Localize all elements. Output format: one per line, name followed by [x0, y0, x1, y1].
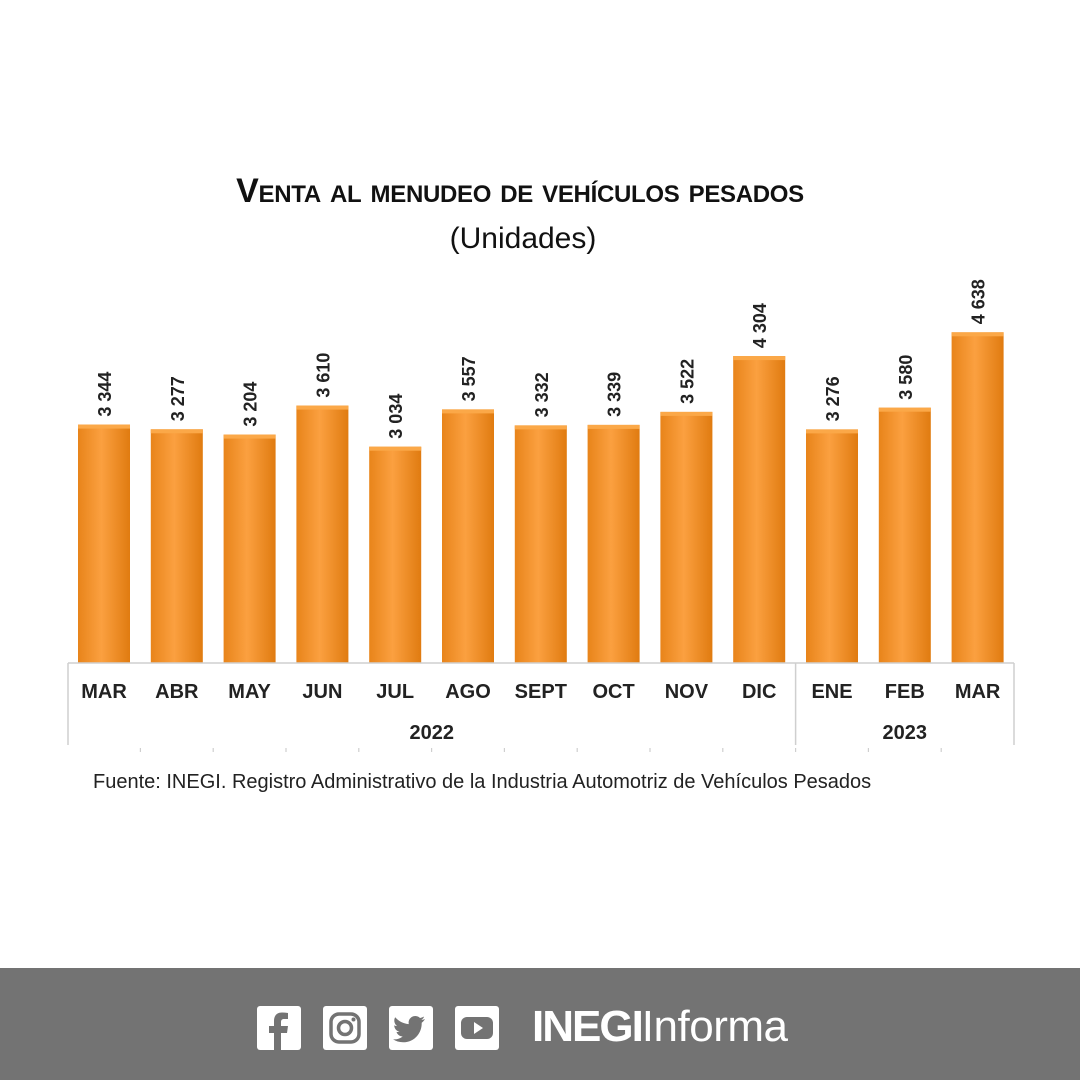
- data-label: 3 204: [241, 382, 261, 427]
- brand-bold-text: INEGI: [532, 1002, 644, 1051]
- category-axis: MAR ABR MAY JUN JUL AGO SEPT OCT NOV DIC ENE FEB MAR…: [67, 662, 1015, 752]
- twitter-icon[interactable]: [389, 1006, 433, 1050]
- category-label: OCT: [592, 681, 634, 703]
- category-label: SEPT: [515, 681, 567, 703]
- bar: [951, 332, 1004, 663]
- bar-cap: [951, 332, 1004, 337]
- bar: [150, 429, 203, 663]
- inegi-informa-logo: INEGIInforma: [532, 1002, 788, 1052]
- category-label: JUN: [302, 681, 342, 703]
- chart-subtitle: (Unidades): [449, 222, 597, 255]
- category-label: DIC: [742, 681, 776, 703]
- instagram-icon[interactable]: [323, 1006, 367, 1050]
- bar: [78, 424, 130, 663]
- facebook-icon[interactable]: [257, 1006, 301, 1050]
- group-label: 2022: [410, 722, 455, 744]
- data-label: 3 580: [896, 355, 916, 400]
- bars-group: [78, 332, 1004, 663]
- bar: [514, 425, 567, 663]
- bar: [296, 405, 349, 663]
- category-label: MAR: [955, 681, 1001, 703]
- category-label: MAY: [228, 681, 271, 703]
- data-label: 3 332: [532, 372, 552, 417]
- bar: [442, 409, 494, 663]
- bar: [223, 434, 276, 663]
- youtube-icon[interactable]: [455, 1006, 499, 1050]
- footer-bar: INEGIInforma: [0, 968, 1080, 1080]
- data-label: 3 610: [313, 353, 333, 398]
- data-label: 4 638: [969, 279, 989, 324]
- bar: [369, 446, 422, 663]
- bar: [733, 356, 786, 663]
- bar: [878, 407, 931, 663]
- data-label: 3 557: [459, 356, 479, 401]
- bar: [806, 429, 858, 663]
- chart-title: Venta al menudeo de vehículos pesados: [0, 172, 1040, 211]
- category-label: NOV: [665, 681, 709, 703]
- data-label: 3 277: [168, 376, 188, 421]
- bar-cap: [296, 405, 349, 410]
- bar-cap: [733, 356, 786, 361]
- group-label: 2023: [883, 722, 928, 744]
- bar-cap: [442, 409, 494, 414]
- bar-cap: [369, 446, 422, 451]
- bar-cap: [806, 429, 858, 434]
- brand-light-text: Informa: [641, 1002, 788, 1051]
- category-label: MAR: [81, 681, 127, 703]
- data-label: 3 339: [605, 372, 625, 417]
- category-label: JUL: [376, 681, 414, 703]
- bar: [660, 411, 713, 663]
- data-label: 3 344: [95, 372, 115, 417]
- category-label: AGO: [445, 681, 491, 703]
- bar-cap: [223, 434, 276, 439]
- bar-cap: [514, 425, 567, 430]
- category-label: ENE: [811, 681, 852, 703]
- bar-cap: [78, 424, 130, 429]
- bar: [587, 424, 640, 663]
- bar-cap: [150, 429, 203, 434]
- data-label: 4 304: [750, 303, 770, 348]
- category-label: FEB: [885, 681, 925, 703]
- chart-title-text: Venta al menudeo de vehículos pesados: [236, 172, 804, 210]
- data-label: 3 522: [677, 359, 697, 404]
- bar-cap: [660, 411, 713, 416]
- source-note: Fuente: INEGI. Registro Administrativo d…: [93, 771, 872, 793]
- bar-cap: [878, 407, 931, 412]
- bar-chart: 3 344 3 277 3 204 3 610 3 034 3 557 3 332 3 339…: [67, 279, 1015, 752]
- bar-cap: [587, 424, 640, 429]
- data-label: 3 276: [823, 376, 843, 421]
- value-labels-group: 3 344 3 277 3 204 3 610 3 034 3 557 3 332 3 339…: [95, 279, 989, 438]
- data-label: 3 034: [386, 394, 406, 439]
- category-label: ABR: [155, 681, 199, 703]
